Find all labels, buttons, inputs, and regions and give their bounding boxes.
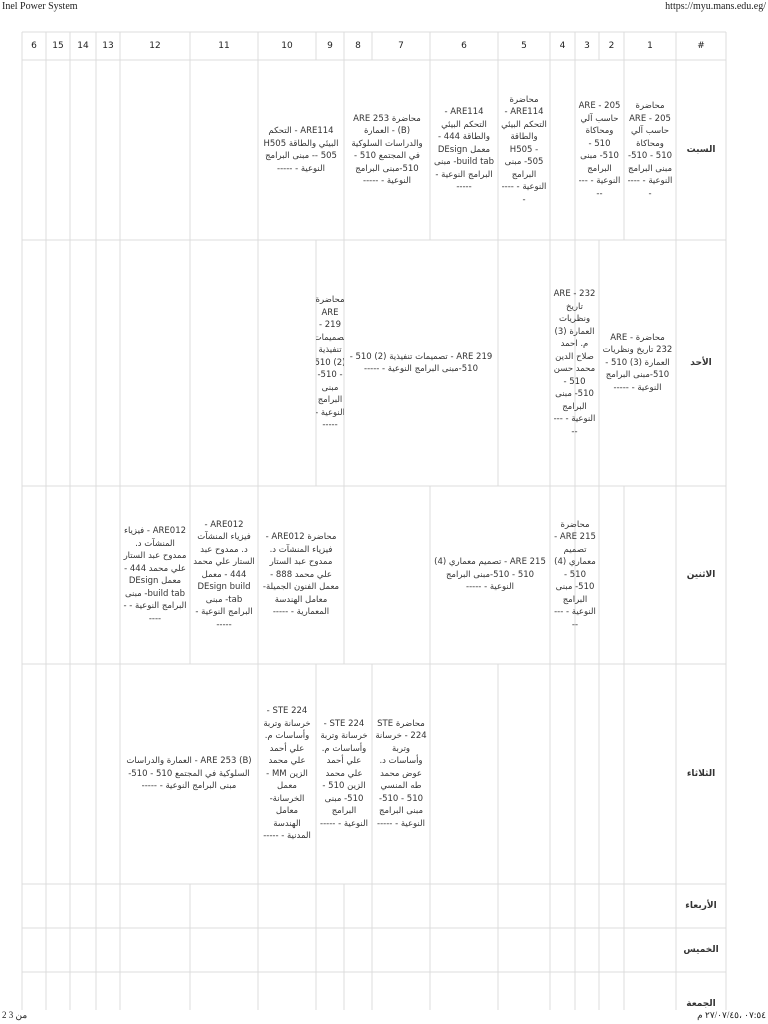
class-entry: ARE114 - التحكم البيئي والطاقة H505 - 50…: [263, 126, 339, 174]
print-header-title: Inel Power System: [2, 1, 78, 12]
col-header-10: 10: [281, 40, 293, 51]
day-label-monday: الاثنين: [686, 569, 716, 580]
print-header-url: https://myu.mans.edu.eg/: [665, 1, 766, 12]
col-header-4: 4: [559, 40, 566, 51]
col-header-16: 6: [31, 40, 37, 51]
page-counter: 2 من 3: [2, 1010, 28, 1020]
day-label-sunday: الأحد: [690, 357, 712, 368]
class-entry: ARE 219 - تصميمات تنفيذية (2) 510 - 510-…: [349, 351, 493, 375]
day-label-saturday: السبت: [686, 144, 716, 155]
col-header-2: 2: [608, 40, 615, 51]
col-header-5: 5: [521, 40, 527, 51]
col-header-12: 12: [149, 40, 161, 51]
day-label-friday: الجمعة: [686, 998, 716, 1009]
print-header: Inel Power System https://myu.mans.edu.e…: [0, 0, 768, 16]
class-entry: ARE - 232 تاريخ ونظريات العمارة (3) م. ا…: [553, 289, 596, 437]
col-header-7: 7: [398, 40, 404, 51]
col-header-3: 3: [584, 40, 590, 51]
print-timestamp: ٠٧:٥٤ ،٢٧/٠٧/٤٥ م: [697, 1010, 766, 1020]
class-entry: ARE012 - فيزياء المنشآت د. ممدوح عبد الس…: [193, 519, 255, 630]
class-entry: ARE 215 - تصميم معماري (4) 510 - 510-مبن…: [434, 557, 546, 593]
class-entry: STE 224 - خرسانة وتربة وأساسات م. علي أح…: [263, 706, 311, 842]
col-header-11: 11: [218, 40, 230, 51]
class-entry: محاضرة ARE012 - فيزياء المنشآت د. ممدوح …: [262, 532, 340, 618]
class-entry: STE 224 - خرسانة وتربة وأساسات م. علي أح…: [320, 718, 368, 829]
class-entry: ARE012 - فيزياء المنشآت د. ممدوح عبد الس…: [123, 526, 187, 624]
class-entry: ARE 253 (B) - العمارة والدراسات السلوكية…: [126, 756, 252, 792]
class-entry: محاضرة STE 224 - خرسانة وتربة وأساسات د.…: [375, 718, 427, 829]
col-header-6: 6: [461, 40, 467, 51]
print-footer: 2 من 3 ٠٧:٥٤ ،٢٧/٠٧/٤٥ م: [0, 1008, 768, 1024]
col-header-1: 1: [647, 40, 653, 51]
class-entry: محاضرة ARE 219 - تصميمات تنفيذية (2) 510…: [316, 295, 344, 431]
col-header-corner: #: [697, 40, 705, 51]
col-header-15: 15: [52, 40, 64, 51]
col-header-13: 13: [102, 40, 114, 51]
class-entry: ARE114 - التحكم البيئي والطاقة 444 - معم…: [433, 107, 495, 193]
day-label-tuesday: الثلاثاء: [686, 768, 716, 779]
day-label-wednesday: الأربعاء: [685, 900, 717, 911]
col-header-9: 9: [327, 40, 333, 51]
day-label-thursday: الخميس: [683, 944, 719, 955]
class-entry: محاضرة ARE - 232 تاريخ ونظريات العمارة (…: [602, 332, 673, 393]
col-header-14: 14: [77, 40, 89, 51]
class-entry: محاضرة ARE 253 (B) - العمارة والدراسات ا…: [351, 113, 423, 187]
col-header-8: 8: [355, 40, 361, 51]
class-entry: محاضرة ARE114 - التحكم البيئي والطاقة H5…: [501, 94, 547, 205]
class-entry: محاضرة ARE 215 - تصميم معماري (4) 510 - …: [554, 519, 596, 630]
class-entry: محاضرة ARE - 205 حاسب آلي ومحاكاة 510 - …: [627, 101, 673, 199]
class-entry: ARE - 205 حاسب آلي ومحاكاة 510 - 510- مب…: [578, 101, 621, 199]
